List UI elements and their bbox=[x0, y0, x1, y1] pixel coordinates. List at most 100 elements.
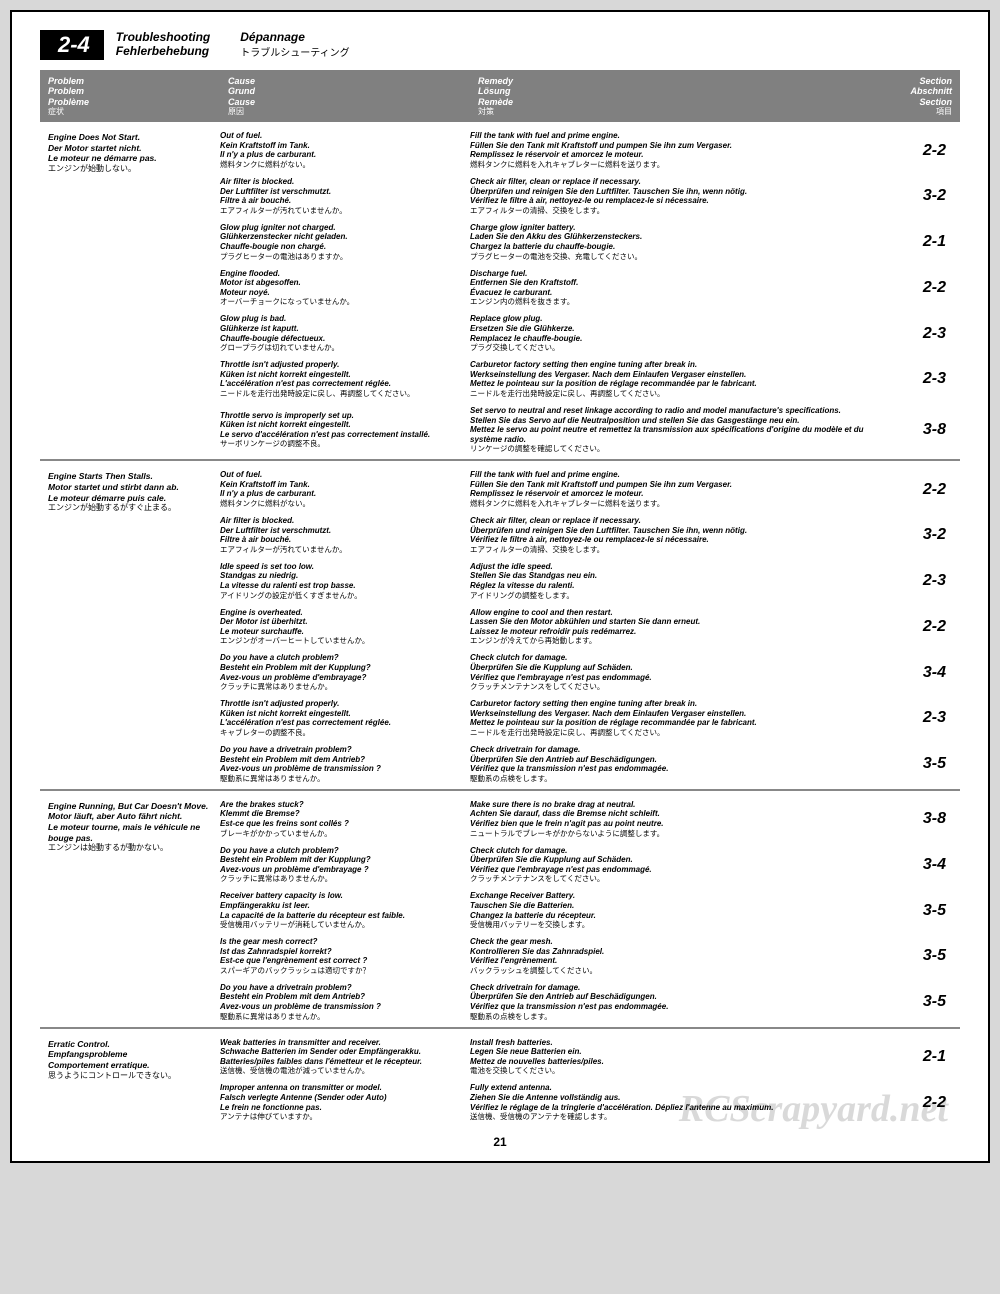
cause-en: Idle speed is set too low. bbox=[220, 562, 470, 572]
section-ref: 2-3 bbox=[882, 324, 952, 343]
cause-jp: グロープラグは切れていませんか。 bbox=[220, 343, 470, 352]
remedy-jp: ニードルを走行出発時設定に戻し、再調整してください。 bbox=[470, 728, 882, 737]
remedy-fr: Vérifiez que l'embrayage n'est pas endom… bbox=[470, 673, 882, 683]
title-fr: Dépannage bbox=[240, 30, 349, 44]
remedy-en: Check air filter, clean or replace if ne… bbox=[470, 516, 882, 526]
cause-en: Weak batteries in transmitter and receiv… bbox=[220, 1038, 470, 1048]
problem-fr: Comportement erratique. bbox=[48, 1060, 214, 1071]
cause-jp: 燃料タンクに燃料がない。 bbox=[220, 160, 470, 169]
remedy-fr: Vérifiez l'engrènement. bbox=[470, 956, 882, 966]
col-section: Section Abschnitt Section 項目 bbox=[882, 76, 952, 116]
remedy-jp: エンジン内の燃料を抜きます。 bbox=[470, 297, 882, 306]
cause-de: Empfängerakku ist leer. bbox=[220, 901, 470, 911]
page-number: 21 bbox=[40, 1135, 960, 1149]
remedy-en: Check the gear mesh. bbox=[470, 937, 882, 947]
cause-jp: アンテナは伸びていますか。 bbox=[220, 1112, 470, 1121]
remedy-cell: Discharge fuel.Entfernen Sie den Kraftst… bbox=[470, 269, 882, 307]
table-row: Glow plug is bad.Glühkerze ist kaputt.Ch… bbox=[220, 310, 960, 356]
cause-de: Küken ist nicht korrekt eingestellt. bbox=[220, 420, 470, 430]
cause-en: Glow plug igniter not charged. bbox=[220, 223, 470, 233]
problem-cell: Erratic Control.EmpfangsproblemeComporte… bbox=[40, 1035, 220, 1126]
remedy-cell: Allow engine to cool and then restart.La… bbox=[470, 608, 882, 646]
problem-fr: Le moteur tourne, mais le véhicule ne bo… bbox=[48, 822, 214, 843]
cause-jp: 駆動系に異常はありませんか。 bbox=[220, 774, 470, 783]
cause-cell: Throttle isn't adjusted properly.Küken i… bbox=[220, 360, 470, 398]
cause-de: Kein Kraftstoff im Tank. bbox=[220, 141, 470, 151]
remedy-jp: クラッチメンテナンスをしてください。 bbox=[470, 682, 882, 691]
remedy-en: Carburetor factory setting then engine t… bbox=[470, 360, 882, 370]
section-ref: 3-4 bbox=[882, 663, 952, 682]
remedy-en: Check drivetrain for damage. bbox=[470, 745, 882, 755]
remedy-fr: Évacuez le carburant. bbox=[470, 288, 882, 298]
col-cause: Cause Grund Cause 原因 bbox=[228, 76, 478, 116]
cause-cell: Do you have a clutch problem?Besteht ein… bbox=[220, 846, 470, 884]
cause-fr: Avez-vous un problème d'embrayage? bbox=[220, 673, 470, 683]
remedy-fr: Vérifiez bien que le frein n'agit pas au… bbox=[470, 819, 882, 829]
problem-group: Engine Starts Then Stalls.Motor startet … bbox=[40, 461, 960, 790]
remedy-fr: Remplissez le réservoir et amorcez le mo… bbox=[470, 150, 882, 160]
remedy-de: Stellen Sie das Standgas neu ein. bbox=[470, 571, 882, 581]
remedy-fr: Mettez de nouvelles batteries/piles. bbox=[470, 1057, 882, 1067]
section-ref: 2-2 bbox=[882, 1093, 952, 1112]
cause-jp: エンジンがオーバーヒートしていませんか。 bbox=[220, 636, 470, 645]
remedy-fr: Mettez le pointeau sur la position de ré… bbox=[470, 718, 882, 728]
cause-fr: Avez-vous un problème de transmission ? bbox=[220, 764, 470, 774]
title-jp: トラブルシューティング bbox=[240, 44, 349, 59]
remedy-fr: Laissez le moteur refroidir puis redémar… bbox=[470, 627, 882, 637]
cause-fr: Il n'y a plus de carburant. bbox=[220, 150, 470, 160]
section-ref: 3-4 bbox=[882, 855, 952, 874]
cause-fr: Filtre à air bouché. bbox=[220, 535, 470, 545]
cause-cell: Do you have a clutch problem?Besteht ein… bbox=[220, 653, 470, 691]
cause-en: Out of fuel. bbox=[220, 131, 470, 141]
remedy-cell: Exchange Receiver Battery.Tauschen Sie d… bbox=[470, 891, 882, 929]
cause-en: Air filter is blocked. bbox=[220, 516, 470, 526]
remedy-jp: 電池を交換してください。 bbox=[470, 1066, 882, 1075]
remedy-de: Tauschen Sie die Batterien. bbox=[470, 901, 882, 911]
problem-en: Engine Running, But Car Doesn't Move. bbox=[48, 801, 214, 812]
cause-cell: Engine is overheated.Der Motor ist überh… bbox=[220, 608, 470, 646]
section-ref: 2-3 bbox=[882, 571, 952, 590]
remedy-en: Allow engine to cool and then restart. bbox=[470, 608, 882, 618]
cause-jp: サーボリンケージの調整不良。 bbox=[220, 439, 470, 448]
remedy-fr: Vérifiez que la transmission n'est pas e… bbox=[470, 1002, 882, 1012]
remedy-en: Fully extend antenna. bbox=[470, 1083, 882, 1093]
remedy-en: Make sure there is no brake drag at neut… bbox=[470, 800, 882, 810]
remedy-de: Ziehen Sie die Antenne vollständig aus. bbox=[470, 1093, 882, 1103]
remedy-en: Discharge fuel. bbox=[470, 269, 882, 279]
table-row: Out of fuel.Kein Kraftstoff im Tank.Il n… bbox=[220, 467, 960, 512]
cause-fr: Avez-vous un problème d'embrayage ? bbox=[220, 865, 470, 875]
cause-cell: Glow plug igniter not charged.Glühkerzen… bbox=[220, 223, 470, 261]
remedy-jp: 燃料タンクに燃料を入れキャブレターに燃料を送ります。 bbox=[470, 499, 882, 508]
problem-en: Engine Does Not Start. bbox=[48, 132, 214, 143]
table-row: Throttle servo is improperly set up.Küke… bbox=[220, 402, 960, 457]
table-row: Air filter is blocked.Der Luftfilter ist… bbox=[220, 173, 960, 219]
problem-group: Engine Running, But Car Doesn't Move.Mot… bbox=[40, 791, 960, 1029]
remedy-fr: Vérifiez le filtre à air, nettoyez-le ou… bbox=[470, 196, 882, 206]
remedy-cell: Fill the tank with fuel and prime engine… bbox=[470, 470, 882, 508]
table-row: Air filter is blocked.Der Luftfilter ist… bbox=[220, 512, 960, 558]
remedy-de: Lassen Sie den Motor abkühlen und starte… bbox=[470, 617, 882, 627]
title-en: Troubleshooting bbox=[116, 30, 210, 44]
cause-en: Engine is overheated. bbox=[220, 608, 470, 618]
section-ref: 3-2 bbox=[882, 186, 952, 205]
problem-en: Engine Starts Then Stalls. bbox=[48, 471, 214, 482]
cause-cell: Air filter is blocked.Der Luftfilter ist… bbox=[220, 177, 470, 215]
problem-group: Engine Does Not Start.Der Motor startet … bbox=[40, 122, 960, 461]
remedy-de: Kontrollieren Sie das Zahnradspiel. bbox=[470, 947, 882, 957]
section-ref: 2-1 bbox=[882, 232, 952, 251]
section-ref: 2-2 bbox=[882, 141, 952, 160]
table-row: Out of fuel.Kein Kraftstoff im Tank.Il n… bbox=[220, 128, 960, 173]
remedy-de: Ersetzen Sie die Glühkerze. bbox=[470, 324, 882, 334]
problem-en: Erratic Control. bbox=[48, 1039, 214, 1050]
table-row: Do you have a clutch problem?Besteht ein… bbox=[220, 842, 960, 888]
section-ref: 2-2 bbox=[882, 480, 952, 499]
remedy-cell: Check drivetrain for damage.Überprüfen S… bbox=[470, 745, 882, 783]
cause-en: Do you have a drivetrain problem? bbox=[220, 745, 470, 755]
cause-cell: Out of fuel.Kein Kraftstoff im Tank.Il n… bbox=[220, 470, 470, 508]
cause-cell: Engine flooded.Motor ist abgesoffen.Mote… bbox=[220, 269, 470, 307]
remedy-jp: プラグ交換してください。 bbox=[470, 343, 882, 352]
remedy-en: Set servo to neutral and reset linkage a… bbox=[470, 406, 882, 416]
remedy-fr: Mettez le servo au point neutre et remet… bbox=[470, 425, 882, 444]
cause-de: Standgas zu niedrig. bbox=[220, 571, 470, 581]
section-ref: 3-8 bbox=[882, 809, 952, 828]
